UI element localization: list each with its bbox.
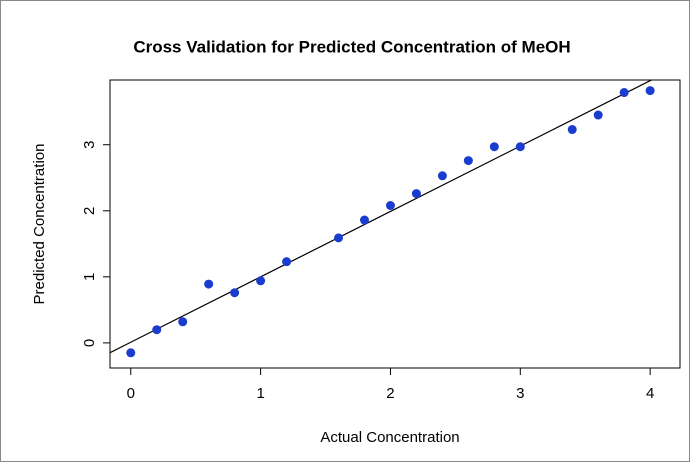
x-tick-label: 4 bbox=[646, 385, 654, 402]
point bbox=[359, 215, 369, 225]
fit-line bbox=[110, 80, 653, 354]
point bbox=[645, 86, 655, 96]
y-tick-label: 2 bbox=[81, 207, 98, 215]
x-tick-label: 2 bbox=[386, 385, 394, 402]
point bbox=[619, 88, 629, 98]
point bbox=[256, 276, 266, 286]
point bbox=[385, 201, 395, 211]
point bbox=[152, 325, 162, 335]
x-axis-label: Actual Concentration bbox=[320, 429, 459, 446]
y-tick-label: 3 bbox=[81, 141, 98, 149]
point bbox=[334, 233, 344, 243]
point bbox=[204, 279, 214, 289]
x-tick-label: 0 bbox=[127, 385, 135, 402]
x-tick-label: 1 bbox=[256, 385, 264, 402]
y-tick-label: 1 bbox=[81, 273, 98, 281]
point bbox=[593, 110, 603, 120]
point bbox=[178, 317, 188, 327]
y-tick-label: 0 bbox=[81, 339, 98, 347]
point bbox=[126, 348, 136, 358]
chart-title: Cross Validation for Predicted Concentra… bbox=[133, 37, 570, 56]
point bbox=[282, 257, 292, 267]
point bbox=[567, 125, 577, 135]
point bbox=[230, 288, 240, 298]
point bbox=[411, 189, 421, 199]
y-axis-label: Predicted Concentration bbox=[31, 144, 48, 305]
point bbox=[515, 142, 525, 152]
x-tick-label: 3 bbox=[516, 385, 524, 402]
plot-box bbox=[109, 79, 681, 369]
point bbox=[437, 171, 447, 181]
point bbox=[463, 156, 473, 166]
point bbox=[489, 142, 499, 152]
